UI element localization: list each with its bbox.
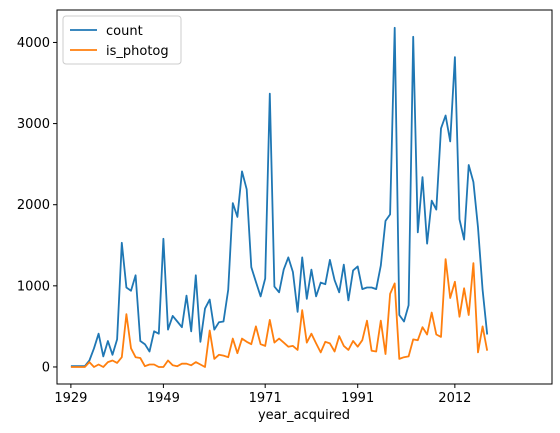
y-axis: 0 1000 2000 3000 4000 (17, 36, 57, 375)
y-tick-label: 1000 (17, 279, 50, 294)
series-line-is-photog (70, 258, 489, 368)
x-tick-label: 1949 (147, 391, 180, 406)
x-tick-label: 2012 (438, 391, 471, 406)
x-tick-label: 1929 (54, 391, 87, 406)
legend-box (62, 15, 182, 65)
series-line-count (70, 26, 489, 368)
y-tick-label: 4000 (17, 36, 50, 51)
legend-entry-is-photog: is_photog (106, 44, 169, 59)
axes-frame (56, 9, 553, 385)
y-tick-label: 2000 (17, 198, 50, 213)
y-tick-label: 3000 (17, 117, 50, 132)
legend-entry-count: count (106, 24, 143, 39)
x-tick-label: 1991 (341, 391, 374, 406)
y-tick-label: 0 (42, 360, 50, 375)
x-axis-label: year_acquired (258, 408, 350, 423)
plot-area (70, 26, 489, 368)
x-tick-label: 1971 (249, 391, 282, 406)
legend: count is_photog (62, 15, 182, 65)
x-axis: 1929 1949 1971 1991 2012 (54, 384, 471, 406)
